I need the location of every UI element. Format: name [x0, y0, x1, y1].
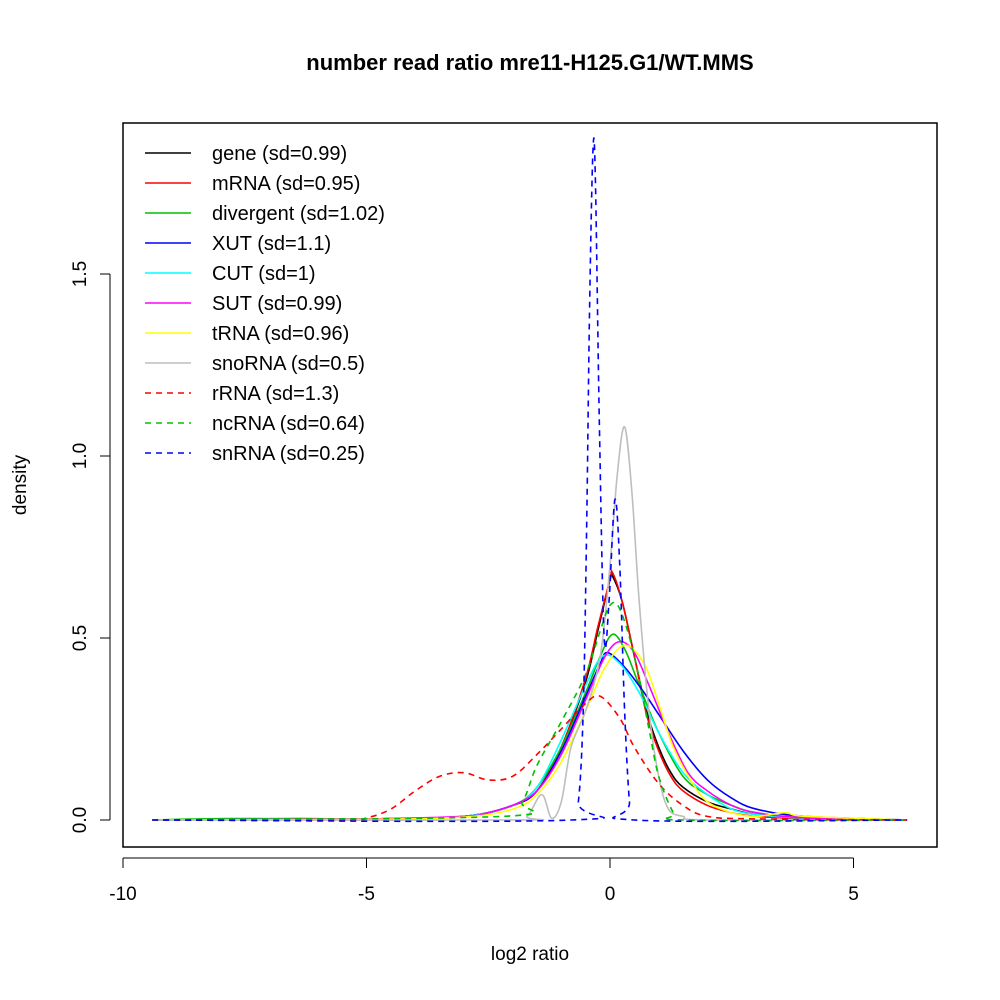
chart-title: number read ratio mre11-H125.G1/WT.MMS: [306, 50, 753, 75]
legend-label: tRNA (sd=0.96): [212, 323, 349, 345]
legend-label: snoRNA (sd=0.5): [212, 353, 365, 375]
legend-label: snRNA (sd=0.25): [212, 443, 365, 465]
legend: gene (sd=0.99) mRNA (sd=0.95) divergent (s…: [145, 143, 385, 465]
series-line-7: [152, 426, 908, 822]
x-tick-label: -5: [358, 884, 375, 905]
legend-label: CUT (sd=1): [212, 263, 316, 285]
series-line-2: [152, 633, 908, 821]
axes: -10 -5 0 5 0.0 0.5 1.0 1.5: [70, 261, 859, 905]
series-lines: [152, 137, 908, 823]
x-axis-label: log2 ratio: [491, 944, 569, 965]
series-line-4: [152, 654, 908, 821]
legend-label: XUT (sd=1.1): [212, 233, 331, 255]
y-tick-label: 0.5: [70, 625, 91, 651]
legend-label: SUT (sd=0.99): [212, 293, 342, 315]
x-tick-label: 5: [848, 884, 859, 905]
legend-label: divergent (sd=1.02): [212, 203, 385, 225]
x-tick-label: 0: [605, 884, 616, 905]
y-tick-label: 0.0: [70, 807, 91, 833]
x-tick-label: -10: [109, 884, 136, 905]
series-line-10: [152, 137, 908, 823]
series-line-6: [152, 644, 908, 821]
legend-label: mRNA (sd=0.95): [212, 173, 360, 195]
y-tick-label: 1.0: [70, 443, 91, 469]
y-tick-label: 1.5: [70, 261, 91, 287]
plot-frame: [122, 122, 938, 848]
series-line-8: [152, 694, 908, 821]
legend-label: ncRNA (sd=0.64): [212, 413, 365, 435]
series-line-5: [152, 640, 908, 821]
legend-label: rRNA (sd=1.3): [212, 383, 339, 405]
y-axis-label: density: [10, 454, 31, 515]
legend-label: gene (sd=0.99): [212, 143, 347, 165]
series-line-9: [152, 601, 908, 822]
